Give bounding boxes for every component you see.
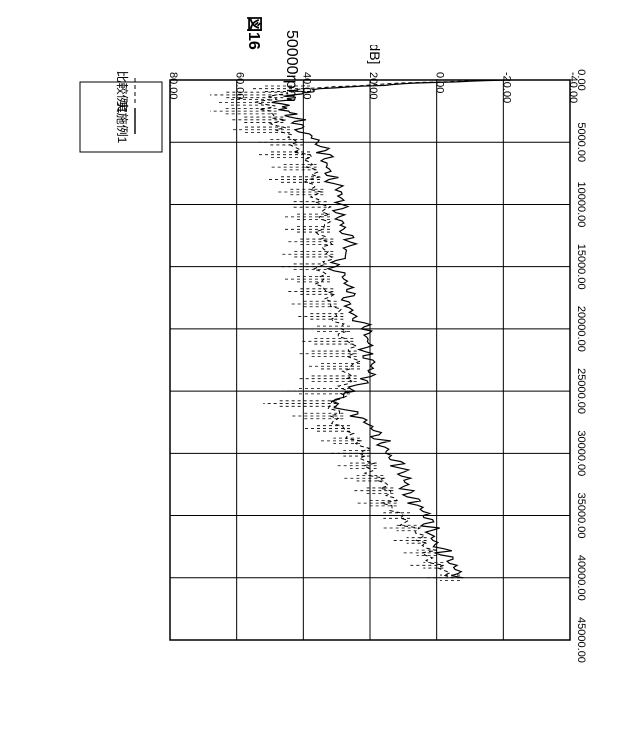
hz-tick-label: 0.00: [575, 69, 587, 90]
page: 図16 50000rpm -40.00-20.000.0020.0040.006…: [0, 0, 640, 738]
hz-tick-label: 45000.00: [575, 617, 587, 663]
hz-tick-label: 30000.00: [575, 430, 587, 476]
db-axis-label: 音圧[dB]: [367, 45, 383, 64]
hz-tick-label: 35000.00: [575, 493, 587, 539]
hz-tick-label: 20000.00: [575, 306, 587, 352]
db-tick-label: -20.00: [500, 72, 512, 103]
line-chart: -40.00-20.000.0020.0040.0060.0080.000.00…: [40, 45, 590, 685]
hz-tick-label: 15000.00: [575, 244, 587, 290]
chart-container: -40.00-20.000.0020.0040.0060.0080.000.00…: [40, 45, 590, 685]
hz-tick-label: 40000.00: [575, 555, 587, 601]
db-tick-label: 80.00: [167, 72, 179, 100]
spikes-比較例1: [210, 86, 460, 581]
hz-tick-label: 5000.00: [575, 122, 587, 162]
hz-tick-label: 10000.00: [575, 181, 587, 227]
hz-tick-label: 25000.00: [575, 368, 587, 414]
legend-label: 実施例1: [115, 101, 130, 144]
db-tick-label: 60.00: [234, 72, 246, 100]
